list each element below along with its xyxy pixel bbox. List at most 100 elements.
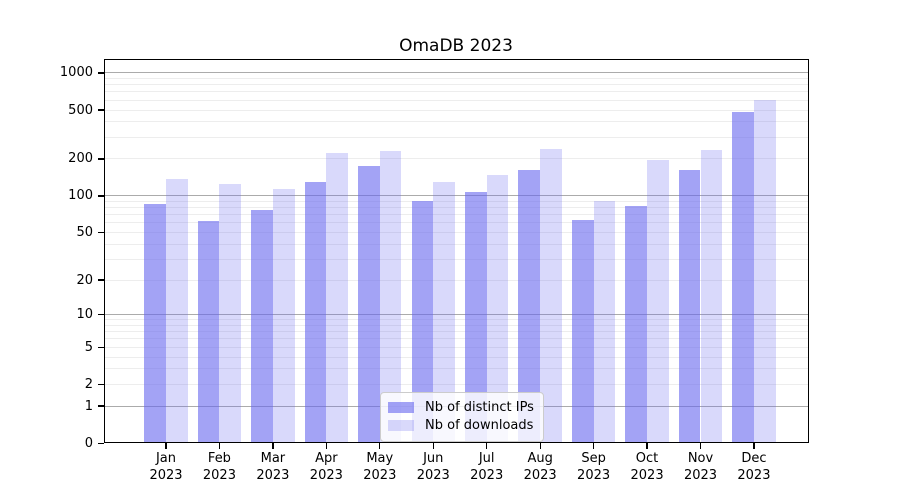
gridline-minor-60 [103, 222, 809, 224]
y-tick-mark-5 [97, 346, 104, 348]
bar-distinct-ips-nov [678, 170, 701, 444]
y-tick-label-100: 100 [68, 188, 93, 204]
gridline-minor-90 [103, 200, 809, 202]
x-tick-mark-jun [432, 443, 434, 450]
bar-distinct-ips-jul [465, 192, 487, 444]
x-tick-month: Feb [207, 451, 231, 466]
bar-distinct-ips-jun [411, 201, 434, 444]
x-tick-year: 2023 [202, 468, 236, 483]
bar-downloads-aug [540, 149, 562, 444]
x-tick-label-nov: Nov 2023 [661, 450, 741, 484]
x-tick-year: 2023 [577, 468, 611, 483]
bar-downloads-apr [326, 153, 349, 444]
gridline-minor-30 [103, 258, 809, 260]
gridline-minor-800 [103, 84, 809, 86]
x-tick-month: Sep [581, 451, 606, 466]
gridline-minor-70 [103, 214, 809, 216]
x-tick-label-jul: Jul 2023 [447, 450, 527, 484]
bar-distinct-ips-dec [732, 112, 754, 444]
y-tick-label-500: 500 [68, 102, 93, 118]
x-tick-year: 2023 [630, 468, 664, 483]
gridline-minor-900 [103, 78, 809, 80]
gridline-minor-7 [103, 331, 809, 333]
x-tick-month: Mar [260, 451, 286, 466]
x-tick-mark-may [379, 443, 381, 450]
x-tick-label-oct: Oct 2023 [607, 450, 687, 484]
gridline-minor-4 [103, 356, 809, 358]
bar-downloads-oct [647, 160, 669, 444]
y-tick-label-10: 10 [76, 307, 93, 323]
x-tick-mark-sep [592, 443, 595, 450]
y-tick-mark-20 [97, 279, 104, 281]
x-tick-label-mar: Mar 2023 [233, 450, 313, 484]
x-tick-month: May [366, 451, 394, 466]
x-tick-mark-aug [539, 443, 541, 450]
bar-distinct-ips-feb [197, 221, 220, 444]
y-tick-label-0: 0 [84, 435, 93, 451]
bar-distinct-ips-oct [625, 206, 648, 444]
bar-downloads-dec [753, 100, 776, 444]
legend-item-distinct-ips: Nb of distinct IPs [388, 399, 535, 416]
gridline-minor-3 [103, 368, 809, 370]
x-tick-mark-jan [165, 443, 167, 450]
x-tick-year: 2023 [416, 468, 450, 483]
gridline-minor-20 [103, 279, 809, 281]
y-tick-mark-2 [97, 383, 104, 386]
bar-distinct-ips-may [358, 166, 380, 444]
y-tick-mark-1000 [97, 72, 104, 74]
gridline-minor-9 [103, 319, 809, 321]
gridline-minor-600 [103, 99, 809, 101]
bar-downloads-jan [166, 179, 188, 444]
gridline-minor-80 [103, 207, 809, 209]
bar-downloads-mar [272, 189, 295, 444]
gridline-minor-700 [103, 91, 809, 93]
x-tick-year: 2023 [309, 468, 343, 483]
bar-distinct-ips-sep [571, 220, 594, 444]
gridline-minor-500 [103, 109, 809, 111]
y-tick-mark-200 [97, 158, 104, 160]
x-tick-month: Jun [423, 451, 444, 466]
x-tick-year: 2023 [256, 468, 290, 483]
legend: Nb of distinct IPs Nb of downloads [380, 391, 544, 442]
bar-downloads-jun [433, 182, 455, 444]
y-tick-label-5: 5 [84, 339, 93, 355]
x-tick-label-aug: Aug 2023 [500, 450, 580, 484]
y-tick-label-1: 1 [84, 398, 93, 414]
bar-distinct-ips-aug [518, 169, 541, 444]
gridline-major-10 [103, 314, 809, 316]
y-tick-mark-0 [97, 442, 104, 444]
x-tick-year: 2023 [363, 468, 397, 483]
x-tick-mark-dec [753, 443, 755, 450]
x-tick-month: Jan [155, 451, 177, 466]
gridline-minor-40 [103, 243, 809, 245]
x-tick-label-jan: Jan 2023 [126, 450, 206, 484]
bar-distinct-ips-apr [304, 181, 327, 444]
x-tick-month: Jul [478, 451, 495, 466]
y-tick-label-200: 200 [68, 151, 93, 167]
x-tick-label-may: May 2023 [340, 450, 420, 484]
x-tick-year: 2023 [470, 468, 504, 483]
y-tick-mark-10 [97, 314, 104, 316]
x-tick-year: 2023 [683, 468, 718, 483]
gridline-minor-8 [103, 324, 809, 326]
y-tick-label-50: 50 [76, 225, 93, 240]
x-tick-mark-oct [646, 443, 648, 450]
legend-swatch-downloads [388, 419, 414, 431]
legend-label-distinct-ips: Nb of distinct IPs [425, 399, 534, 415]
bar-downloads-may [379, 150, 402, 444]
x-tick-month: Oct [635, 451, 659, 466]
y-tick-label-20: 20 [76, 272, 93, 288]
bar-downloads-feb [219, 184, 242, 444]
y-tick-mark-1 [97, 405, 104, 407]
x-tick-mark-apr [325, 443, 327, 450]
y-tick-label-2: 2 [84, 376, 93, 392]
y-tick-mark-100 [97, 195, 104, 197]
x-tick-mark-mar [272, 443, 274, 450]
gridline-minor-5 [103, 346, 809, 348]
x-tick-label-feb: Feb 2023 [179, 450, 259, 484]
bar-distinct-ips-jan [144, 204, 166, 444]
x-tick-mark-nov [699, 443, 702, 450]
y-tick-label-1000: 1000 [59, 65, 93, 81]
gridline-minor-2 [103, 383, 809, 385]
